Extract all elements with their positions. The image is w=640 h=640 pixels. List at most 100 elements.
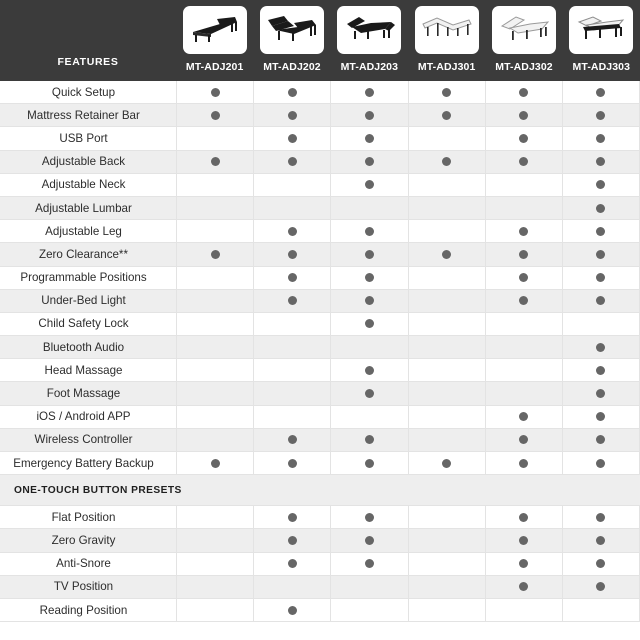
feature-label-cell: Adjustable Lumbar — [0, 197, 176, 221]
adjustable-bed-dark-head-foot-icon[interactable] — [337, 6, 402, 54]
feature-cell — [330, 575, 408, 599]
feature-cell — [253, 382, 331, 406]
feature-cell — [561, 150, 640, 174]
section-title: ONE-TOUCH BUTTON PRESETS — [14, 484, 182, 496]
feature-available-dot-icon — [519, 535, 529, 545]
feature-available-dot-icon — [287, 157, 297, 167]
feature-cell — [253, 575, 331, 599]
feature-available-dot-icon — [596, 110, 606, 120]
feature-cell — [484, 173, 562, 197]
feature-available-dot-icon — [364, 87, 374, 97]
feature-cells — [176, 336, 640, 360]
table-row: Zero Gravity — [0, 529, 640, 553]
feature-available-dot-icon — [287, 458, 297, 468]
product-column-mt-adj302[interactable]: MT-ADJ302 — [485, 0, 562, 81]
product-column-mt-adj203[interactable]: MT-ADJ203 — [331, 0, 408, 81]
feature-cells — [176, 575, 640, 599]
feature-cell — [484, 150, 562, 174]
feature-available-dot-icon — [519, 582, 529, 592]
feature-cell — [484, 243, 562, 267]
feature-label-cell: Child Safety Lock — [0, 313, 176, 337]
feature-cell — [484, 196, 562, 221]
feature-label: iOS / Android APP — [36, 410, 131, 424]
feature-cell — [176, 529, 254, 553]
feature-available-dot-icon — [364, 273, 374, 283]
feature-available-dot-icon — [519, 273, 529, 283]
feature-available-dot-icon — [596, 389, 606, 399]
feature-label-cell: Mattress Retainer Bar — [0, 104, 176, 128]
feature-available-dot-icon — [596, 180, 606, 190]
feature-available-dot-icon — [287, 296, 297, 306]
product-column-mt-adj202[interactable]: MT-ADJ202 — [253, 0, 330, 81]
table-body: Quick Setup Mattress Retainer Bar — [0, 81, 640, 640]
feature-cell — [330, 243, 408, 267]
feature-cell — [176, 81, 254, 105]
feature-cell — [484, 529, 562, 553]
feature-cell — [176, 289, 254, 313]
feature-cell — [484, 598, 562, 623]
feature-available-dot-icon — [519, 157, 529, 167]
feature-cell — [561, 506, 640, 530]
feature-cell — [407, 289, 485, 313]
feature-cell — [176, 266, 254, 290]
adjustable-bed-light-dark-frame-icon[interactable] — [569, 6, 634, 54]
feature-available-dot-icon — [442, 110, 452, 120]
feature-cell — [407, 529, 485, 553]
table-row: Zero Clearance** — [0, 243, 640, 267]
feature-cell — [407, 127, 485, 151]
feature-label: Under-Bed Light — [41, 294, 126, 308]
feature-available-dot-icon — [364, 319, 374, 329]
feature-cell — [561, 196, 640, 221]
table-row: iOS / Android APP — [0, 405, 640, 429]
feature-cell — [407, 428, 485, 452]
product-name-label: MT-ADJ303 — [572, 61, 631, 73]
feature-cell — [253, 529, 331, 553]
feature-cells — [176, 382, 640, 406]
feature-available-dot-icon — [364, 110, 374, 120]
feature-cells — [176, 428, 640, 452]
feature-cell — [407, 359, 485, 383]
feature-available-dot-icon — [287, 512, 297, 522]
feature-available-dot-icon — [364, 389, 374, 399]
feature-available-dot-icon — [364, 249, 374, 259]
feature-label: TV Position — [53, 580, 114, 594]
adjustable-bed-dark-lounger-icon[interactable] — [182, 6, 247, 54]
feature-label: Child Safety Lock — [38, 317, 129, 331]
feature-cell — [330, 552, 408, 576]
product-column-mt-adj201[interactable]: MT-ADJ201 — [176, 0, 253, 81]
feature-cell — [484, 336, 562, 360]
feature-available-dot-icon — [364, 365, 374, 375]
feature-available-dot-icon — [287, 133, 297, 143]
feature-available-dot-icon — [519, 296, 529, 306]
table-row: Adjustable Back — [0, 150, 640, 174]
feature-cell — [330, 312, 408, 337]
product-column-mt-adj301[interactable]: MT-ADJ301 — [408, 0, 485, 81]
feature-available-dot-icon — [364, 535, 374, 545]
table-row: Under-Bed Light — [0, 289, 640, 313]
feature-cell — [253, 266, 331, 290]
feature-cell — [330, 266, 408, 290]
feature-cell — [253, 452, 331, 476]
table-header: FEATURES MT-ADJ201 MT-ADJ202 — [0, 0, 640, 81]
feature-available-dot-icon — [442, 458, 452, 468]
feature-cell — [253, 243, 331, 267]
feature-available-dot-icon — [596, 133, 606, 143]
feature-cell — [561, 452, 640, 476]
table-row: Emergency Battery Backup — [0, 452, 640, 476]
feature-available-dot-icon — [364, 226, 374, 236]
adjustable-bed-light-raised-icon[interactable] — [491, 6, 556, 54]
feature-cell — [253, 312, 331, 337]
feature-cell — [176, 150, 254, 174]
adjustable-bed-dark-split-icon[interactable] — [259, 6, 324, 54]
feature-cells — [176, 196, 640, 221]
feature-cell — [407, 336, 485, 360]
feature-cells — [176, 506, 640, 530]
adjustable-bed-light-wave-icon[interactable] — [414, 6, 479, 54]
feature-cell — [561, 289, 640, 313]
feature-available-dot-icon — [519, 110, 529, 120]
product-column-mt-adj303[interactable]: MT-ADJ303 — [563, 0, 640, 81]
feature-cells — [176, 81, 640, 105]
feature-available-dot-icon — [210, 110, 220, 120]
feature-available-dot-icon — [596, 435, 606, 445]
feature-label: Flat Position — [51, 510, 116, 524]
